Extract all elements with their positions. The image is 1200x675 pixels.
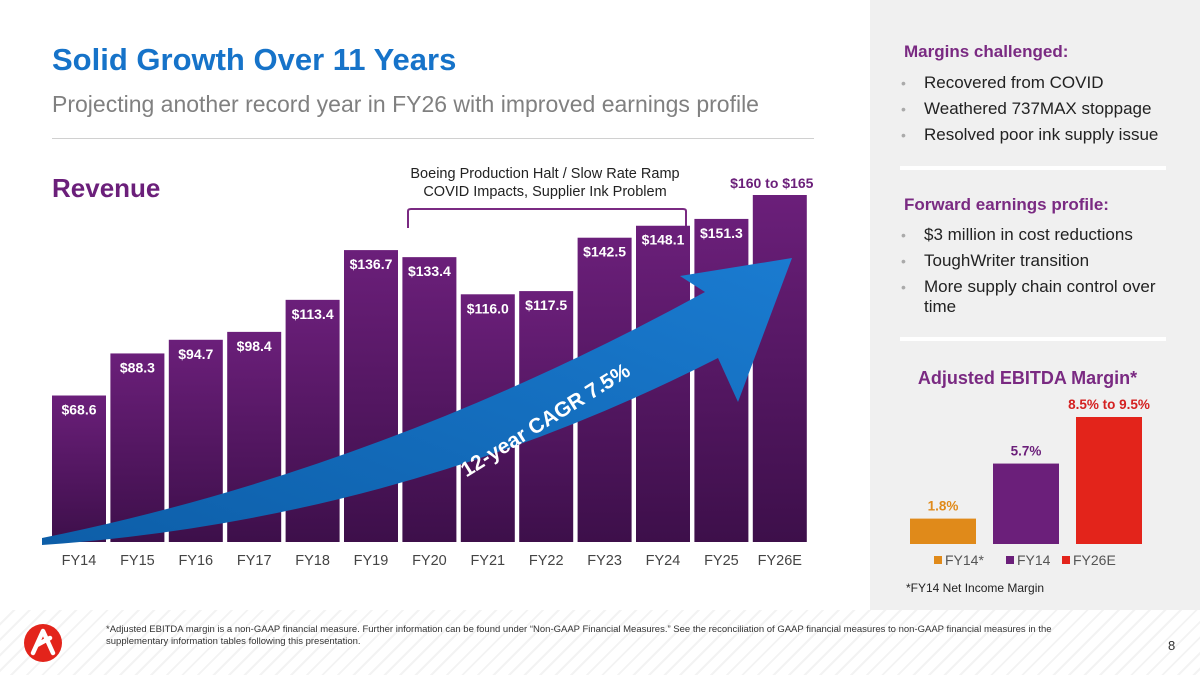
bullet-icon: • [901, 101, 906, 117]
forward-item: • More supply chain control over time [901, 277, 1156, 316]
halt-annotation: Boeing Production Halt / Slow Rate Ramp … [390, 165, 700, 201]
revenue-value-label: $117.5 [525, 297, 567, 313]
revenue-category-label: FY20 [412, 553, 447, 569]
ebitda-chart: 1.8% 5.7% 8.5% to 9.5% FY14* FY14 FY26E [910, 397, 1150, 568]
forward-list: • $3 million in cost reductions • ToughWri… [900, 225, 1180, 323]
sidebar-divider [900, 166, 1166, 170]
revenue-category-label: FY26E [758, 553, 803, 569]
revenue-category-label: FY17 [237, 553, 272, 569]
bullet-icon: • [901, 227, 906, 243]
ebitda-bar [1076, 417, 1142, 544]
revenue-label: Revenue [52, 173, 161, 203]
forward-item: • $3 million in cost reductions [901, 225, 1133, 244]
ebitda-footnote: *FY14 Net Income Margin [906, 581, 1045, 595]
revenue-category-label: FY25 [704, 553, 739, 569]
revenue-value-label: $133.4 [408, 263, 451, 279]
bullet-icon: • [901, 253, 906, 269]
legend-label: FY14* [945, 552, 984, 568]
margins-item: • Weathered 737MAX stoppage [901, 99, 1152, 118]
revenue-value-label: $160 to $165 [730, 175, 813, 191]
halt-annotation-line1: Boeing Production Halt / Slow Rate Ramp [410, 166, 680, 182]
revenue-value-label: $94.7 [178, 346, 213, 362]
revenue-bar [52, 395, 106, 542]
page-number: 8 [1168, 638, 1176, 653]
page-title: Solid Growth Over 11 Years [52, 42, 457, 77]
revenue-value-label: $116.0 [467, 300, 509, 316]
revenue-category-label: FY15 [120, 553, 155, 569]
legend-label: FY14 [1017, 552, 1051, 568]
revenue-value-label: $98.4 [237, 338, 272, 354]
legend-swatch-icon [1062, 556, 1070, 564]
revenue-category-label: FY19 [354, 553, 389, 569]
legend-swatch-icon [1006, 556, 1014, 564]
ebitda-value-label: 1.8% [928, 499, 959, 514]
margins-item: • Recovered from COVID [901, 73, 1104, 92]
revenue-value-label: $113.4 [292, 306, 334, 322]
halt-bracket [407, 208, 687, 228]
revenue-category-label: FY14 [62, 553, 97, 569]
page-subtitle: Projecting another record year in FY26 w… [52, 91, 759, 117]
revenue-value-label: $148.1 [642, 232, 685, 248]
bullet-icon: • [901, 75, 906, 91]
revenue-value-label: $151.3 [700, 225, 743, 241]
revenue-bar [344, 250, 398, 542]
revenue-category-label: FY22 [529, 553, 564, 569]
revenue-value-label: $88.3 [120, 359, 155, 375]
ebitda-title: Adjusted EBITDA Margin* [917, 368, 1138, 388]
revenue-bar [110, 353, 165, 542]
legend-label: FY26E [1073, 552, 1116, 568]
revenue-category-label: FY24 [646, 553, 681, 569]
ebitda-value-label: 5.7% [1011, 444, 1042, 459]
forward-heading: Forward earnings profile: [904, 195, 1109, 214]
bullet-icon: • [901, 127, 906, 143]
revenue-value-label: $142.5 [583, 244, 626, 260]
revenue-chart: 12-year CAGR 7.5% $68.6FY14$88.3FY15$94.… [42, 175, 814, 569]
forward-item: • ToughWriter transition [901, 251, 1090, 270]
revenue-bar [402, 257, 457, 542]
margins-heading: Margins challenged: [904, 42, 1069, 61]
disclaimer-text: *Adjusted EBITDA margin is a non-GAAP fi… [106, 624, 1052, 647]
revenue-category-label: FY16 [178, 553, 213, 569]
sidebar-divider [900, 337, 1166, 341]
ebitda-value-label: 8.5% to 9.5% [1068, 397, 1150, 412]
footer-band [0, 610, 1200, 675]
revenue-value-label: $136.7 [350, 256, 393, 272]
revenue-category-label: FY18 [295, 553, 330, 569]
margins-item: • Resolved poor ink supply issue [901, 125, 1159, 144]
company-logo-icon [24, 624, 62, 662]
title-divider [52, 138, 814, 139]
cagr-arrow-icon [42, 258, 792, 545]
legend-swatch-icon [934, 556, 942, 564]
revenue-bar [752, 195, 807, 542]
halt-annotation-line2: COVID Impacts, Supplier Ink Problem [423, 184, 667, 200]
ebitda-bar [993, 463, 1059, 544]
revenue-category-label: FY23 [587, 553, 622, 569]
revenue-category-label: FY21 [470, 553, 505, 569]
ebitda-bar [910, 518, 976, 544]
bullet-icon: • [901, 279, 906, 295]
margins-list: • Recovered from COVID • Weathered 737MAX … [900, 73, 1180, 151]
revenue-value-label: $68.6 [61, 402, 96, 418]
